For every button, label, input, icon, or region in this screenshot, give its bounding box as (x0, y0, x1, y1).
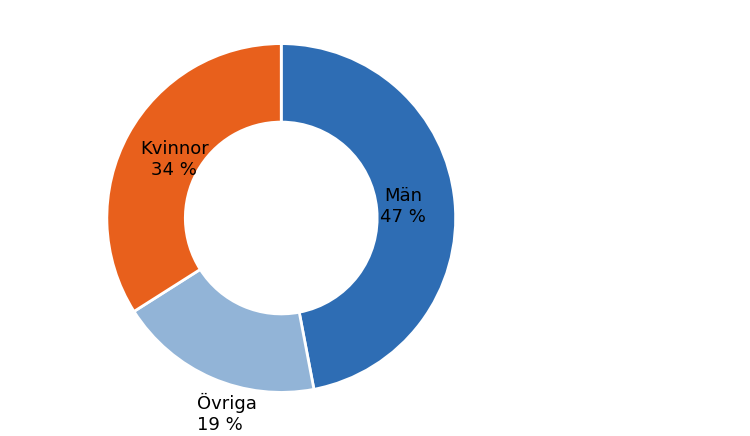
Wedge shape (281, 44, 456, 389)
Wedge shape (134, 269, 314, 392)
Text: Övriga
19 %: Övriga 19 % (196, 393, 256, 434)
Text: Kvinnor
34 %: Kvinnor 34 % (140, 140, 208, 179)
Wedge shape (106, 44, 281, 311)
Text: Män
47 %: Män 47 % (380, 187, 426, 226)
